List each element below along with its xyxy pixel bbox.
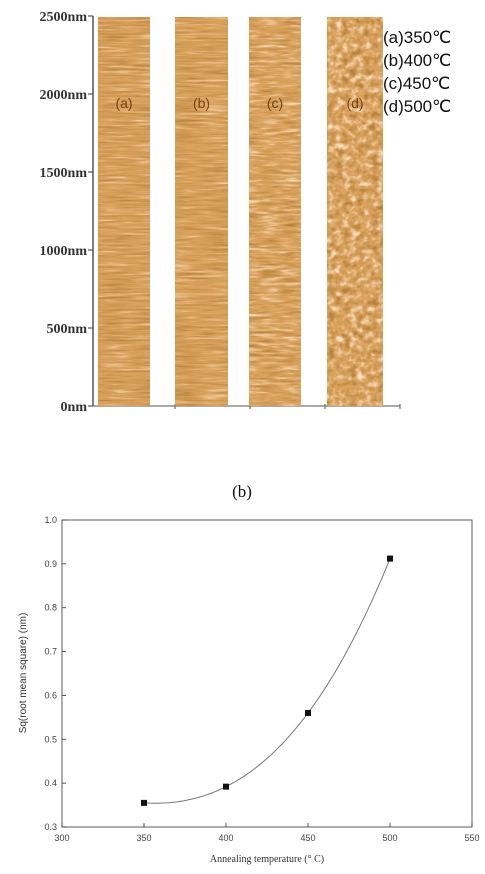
plot-frame xyxy=(61,519,473,828)
afm-panel-label: (a) xyxy=(115,95,132,111)
afm-panel: (d) xyxy=(327,17,383,406)
afm-panel-label: (b) xyxy=(193,95,210,111)
data-point xyxy=(305,709,311,716)
afm-panel: (a) xyxy=(98,17,150,406)
afm-panel: (c) xyxy=(249,17,301,406)
afm-y-tick-label: 500nm xyxy=(47,322,88,337)
data-point xyxy=(387,555,393,562)
y-tick-label: 0.3 xyxy=(44,822,57,832)
afm-image xyxy=(98,17,150,406)
afm-image xyxy=(249,17,301,406)
figure-caption: (b) xyxy=(232,482,252,501)
y-axis-label: Sq(root mean square) (nm) xyxy=(18,613,29,734)
afm-figure: 2500nm 2000nm 1500nm 1000nm 500nm 0nm (a) (b) (… xyxy=(40,10,452,415)
x-axis-label: Annealing temperature (° C) xyxy=(210,854,324,865)
afm-y-tick-label: 0nm xyxy=(61,400,88,415)
y-tick-label: 0.9 xyxy=(44,559,57,569)
y-tick-label: 0.6 xyxy=(44,690,57,700)
x-tick-label: 450 xyxy=(300,833,315,843)
afm-image xyxy=(175,17,228,406)
y-tick-label: 1.0 xyxy=(44,515,57,525)
afm-y-tick-label: 2000nm xyxy=(40,88,88,103)
x-tick-label: 550 xyxy=(464,833,479,843)
y-tick-label: 0.5 xyxy=(44,734,57,744)
x-tick-label: 500 xyxy=(382,833,397,843)
afm-y-tick-label: 1500nm xyxy=(40,166,88,181)
afm-panel: (b) xyxy=(175,17,228,406)
afm-legend-item: (d)500℃ xyxy=(383,97,451,116)
afm-legend-item: (a)350℃ xyxy=(383,28,451,47)
afm-y-tick-label: 2500nm xyxy=(40,10,88,25)
afm-panel-label: (c) xyxy=(267,95,283,111)
x-tick-label: 350 xyxy=(136,833,151,843)
y-tick-label: 0.8 xyxy=(44,603,57,613)
data-point xyxy=(223,783,229,790)
y-tick-label: 0.4 xyxy=(44,778,57,788)
x-tick-label: 400 xyxy=(218,833,233,843)
sq-chart: 300 350 400 450 500 550 0.3 0.4 0.5 0.6 0.7 0.8 0.9 1… xyxy=(18,515,480,865)
afm-image xyxy=(327,17,383,406)
afm-panel-label: (d) xyxy=(346,95,363,111)
afm-legend-item: (c)450℃ xyxy=(383,74,450,93)
y-tick-label: 0.7 xyxy=(44,647,57,657)
afm-legend-item: (b)400℃ xyxy=(383,51,451,70)
x-tick-label: 300 xyxy=(54,833,69,843)
data-point xyxy=(141,799,147,806)
afm-y-tick-label: 1000nm xyxy=(40,244,88,259)
fit-curve xyxy=(143,558,391,804)
